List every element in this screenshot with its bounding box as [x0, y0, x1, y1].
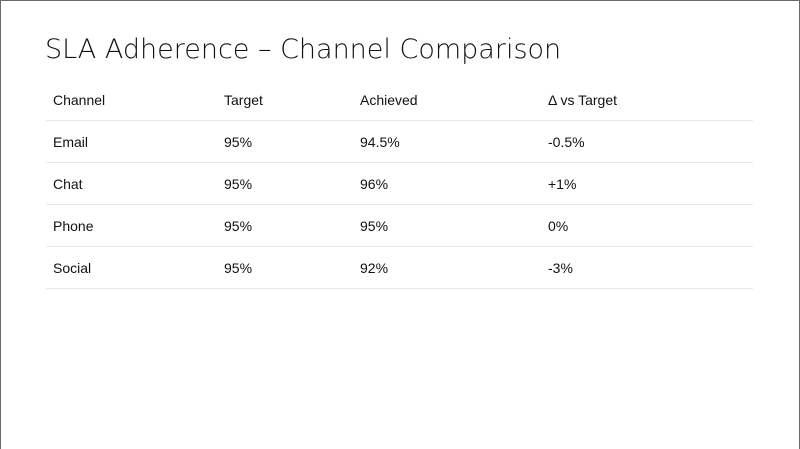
table-body: Email 95% 94.5% -0.5% Chat 95% 96% +1% P…	[46, 120, 753, 289]
cell-achieved: 94.5%	[353, 120, 541, 163]
cell-target: 95%	[217, 120, 353, 163]
cell-channel: Social	[46, 246, 217, 289]
table-row: Phone 95% 95% 0%	[46, 204, 753, 247]
header-row: Channel Target Achieved Δ vs Target	[46, 80, 753, 121]
table-row: Social 95% 92% -3%	[46, 246, 753, 289]
header-channel: Channel	[46, 80, 217, 121]
cell-channel: Email	[46, 120, 217, 163]
table-header: Channel Target Achieved Δ vs Target	[46, 80, 753, 121]
table-row: Email 95% 94.5% -0.5%	[46, 120, 753, 163]
sla-comparison-table: Channel Target Achieved Δ vs Target Emai…	[46, 80, 753, 289]
cell-achieved: 95%	[353, 204, 541, 247]
cell-delta: -3%	[541, 246, 753, 289]
cell-delta: +1%	[541, 162, 753, 205]
cell-achieved: 96%	[353, 162, 541, 205]
cell-delta: -0.5%	[541, 120, 753, 163]
cell-target: 95%	[217, 246, 353, 289]
header-delta-vs-target: Δ vs Target	[541, 80, 753, 121]
table-row: Chat 95% 96% +1%	[46, 162, 753, 205]
cell-target: 95%	[217, 162, 353, 205]
slide-title: SLA Adherence – Channel Comparison	[45, 34, 562, 65]
cell-channel: Chat	[46, 162, 217, 205]
cell-achieved: 92%	[353, 246, 541, 289]
cell-delta: 0%	[541, 204, 753, 247]
header-target: Target	[217, 80, 353, 121]
cell-target: 95%	[217, 204, 353, 247]
header-achieved: Achieved	[353, 80, 541, 121]
cell-channel: Phone	[46, 204, 217, 247]
